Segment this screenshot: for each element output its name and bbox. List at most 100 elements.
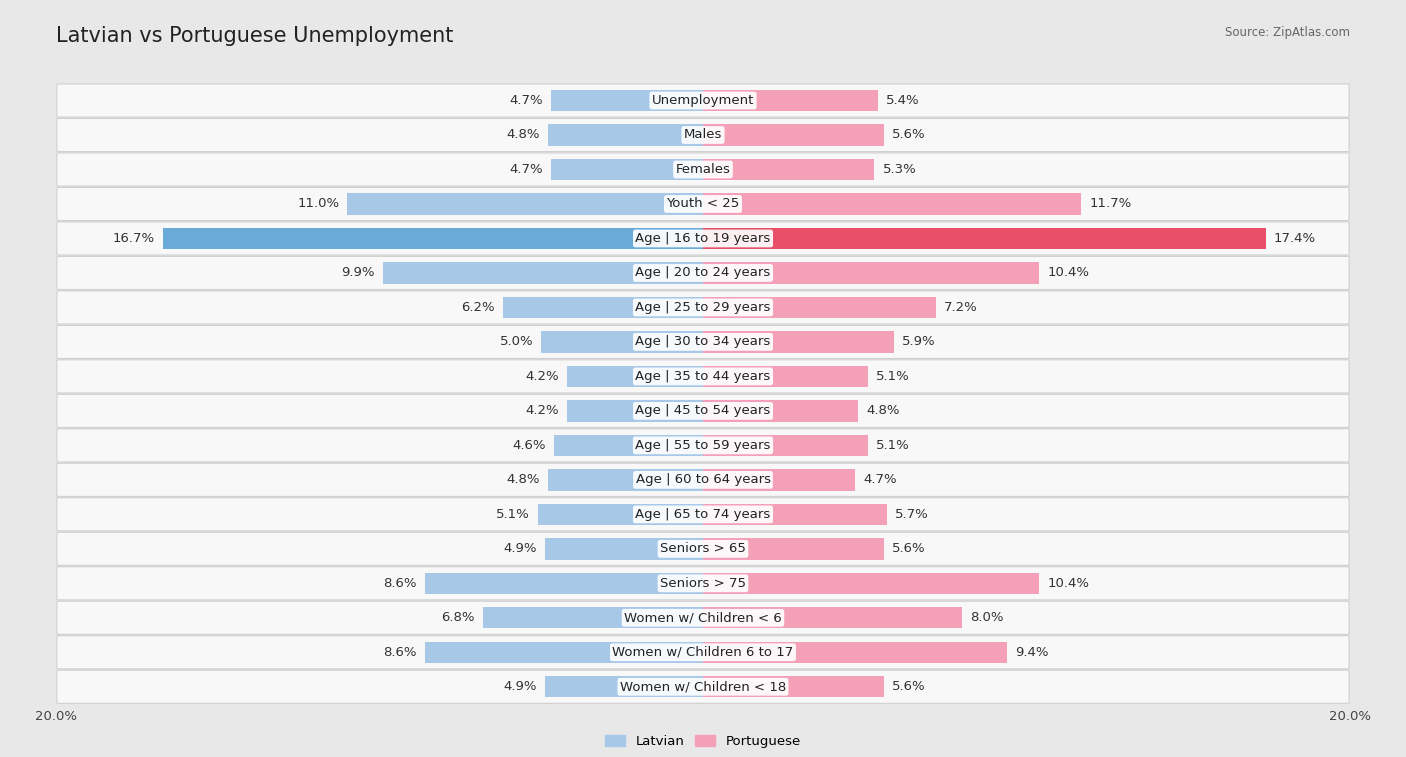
Bar — [703, 332, 894, 353]
Bar — [548, 469, 703, 491]
FancyBboxPatch shape — [56, 360, 1350, 393]
FancyBboxPatch shape — [56, 636, 1350, 669]
Bar — [703, 262, 1039, 284]
Bar — [551, 159, 703, 180]
Bar — [567, 400, 703, 422]
FancyBboxPatch shape — [56, 601, 1350, 634]
Bar — [703, 228, 1265, 249]
Text: 17.4%: 17.4% — [1274, 232, 1316, 245]
FancyBboxPatch shape — [56, 291, 1350, 324]
Bar — [347, 193, 703, 215]
Text: Women w/ Children 6 to 17: Women w/ Children 6 to 17 — [613, 646, 793, 659]
Bar — [703, 193, 1081, 215]
Text: Age | 16 to 19 years: Age | 16 to 19 years — [636, 232, 770, 245]
Bar — [703, 124, 884, 145]
FancyBboxPatch shape — [56, 463, 1350, 497]
Bar — [703, 469, 855, 491]
Text: Age | 30 to 34 years: Age | 30 to 34 years — [636, 335, 770, 348]
Text: Age | 45 to 54 years: Age | 45 to 54 years — [636, 404, 770, 417]
Text: 10.4%: 10.4% — [1047, 266, 1090, 279]
Text: 5.1%: 5.1% — [496, 508, 530, 521]
Text: 4.2%: 4.2% — [526, 370, 560, 383]
Bar — [703, 297, 936, 318]
Text: 10.4%: 10.4% — [1047, 577, 1090, 590]
Text: 5.3%: 5.3% — [883, 163, 917, 176]
Bar — [703, 642, 1007, 663]
Text: 8.6%: 8.6% — [384, 646, 416, 659]
Bar — [567, 366, 703, 387]
Text: Age | 20 to 24 years: Age | 20 to 24 years — [636, 266, 770, 279]
Text: 5.6%: 5.6% — [893, 542, 925, 556]
Text: 4.7%: 4.7% — [509, 94, 543, 107]
FancyBboxPatch shape — [56, 222, 1350, 255]
Text: 6.8%: 6.8% — [441, 612, 475, 625]
Bar — [551, 90, 703, 111]
Text: Women w/ Children < 18: Women w/ Children < 18 — [620, 681, 786, 693]
Text: 16.7%: 16.7% — [112, 232, 155, 245]
Text: Age | 65 to 74 years: Age | 65 to 74 years — [636, 508, 770, 521]
Text: 8.6%: 8.6% — [384, 577, 416, 590]
FancyBboxPatch shape — [56, 394, 1350, 428]
FancyBboxPatch shape — [56, 188, 1350, 220]
FancyBboxPatch shape — [56, 567, 1350, 600]
Text: 8.0%: 8.0% — [970, 612, 1004, 625]
Text: 4.8%: 4.8% — [866, 404, 900, 417]
Bar — [703, 607, 962, 628]
Bar — [703, 366, 868, 387]
FancyBboxPatch shape — [56, 428, 1350, 462]
Text: Age | 60 to 64 years: Age | 60 to 64 years — [636, 473, 770, 486]
Text: 11.7%: 11.7% — [1090, 198, 1132, 210]
Bar — [703, 159, 875, 180]
FancyBboxPatch shape — [56, 84, 1350, 117]
FancyBboxPatch shape — [56, 498, 1350, 531]
Bar — [425, 572, 703, 594]
Text: 9.9%: 9.9% — [342, 266, 375, 279]
Text: 4.7%: 4.7% — [509, 163, 543, 176]
Text: 5.9%: 5.9% — [901, 335, 935, 348]
FancyBboxPatch shape — [56, 670, 1350, 703]
Text: 5.7%: 5.7% — [896, 508, 929, 521]
Bar — [538, 503, 703, 525]
Text: 4.9%: 4.9% — [503, 542, 537, 556]
Bar — [502, 297, 703, 318]
Text: 5.1%: 5.1% — [876, 370, 910, 383]
Bar — [703, 90, 877, 111]
Legend: Latvian, Portuguese: Latvian, Portuguese — [600, 729, 806, 753]
FancyBboxPatch shape — [56, 153, 1350, 186]
Text: Women w/ Children < 6: Women w/ Children < 6 — [624, 612, 782, 625]
Bar — [703, 676, 884, 697]
Text: Males: Males — [683, 129, 723, 142]
Text: 5.0%: 5.0% — [499, 335, 533, 348]
Bar — [163, 228, 703, 249]
FancyBboxPatch shape — [56, 257, 1350, 289]
Text: Source: ZipAtlas.com: Source: ZipAtlas.com — [1225, 26, 1350, 39]
FancyBboxPatch shape — [56, 326, 1350, 359]
Bar — [382, 262, 703, 284]
Bar — [484, 607, 703, 628]
Bar — [541, 332, 703, 353]
Bar — [548, 124, 703, 145]
Text: 9.4%: 9.4% — [1015, 646, 1049, 659]
Text: Youth < 25: Youth < 25 — [666, 198, 740, 210]
Text: 5.6%: 5.6% — [893, 129, 925, 142]
Text: 6.2%: 6.2% — [461, 301, 495, 314]
Bar — [425, 642, 703, 663]
Bar — [554, 435, 703, 456]
Text: Age | 35 to 44 years: Age | 35 to 44 years — [636, 370, 770, 383]
Bar — [703, 503, 887, 525]
Bar — [703, 572, 1039, 594]
Text: Unemployment: Unemployment — [652, 94, 754, 107]
Text: 4.2%: 4.2% — [526, 404, 560, 417]
Bar — [703, 538, 884, 559]
FancyBboxPatch shape — [56, 118, 1350, 151]
Text: Seniors > 65: Seniors > 65 — [659, 542, 747, 556]
Text: 4.8%: 4.8% — [506, 129, 540, 142]
Text: Age | 55 to 59 years: Age | 55 to 59 years — [636, 439, 770, 452]
Text: 4.9%: 4.9% — [503, 681, 537, 693]
Text: 11.0%: 11.0% — [297, 198, 339, 210]
Text: 5.6%: 5.6% — [893, 681, 925, 693]
Text: 7.2%: 7.2% — [943, 301, 977, 314]
Text: Females: Females — [675, 163, 731, 176]
Text: 5.4%: 5.4% — [886, 94, 920, 107]
Bar — [703, 400, 858, 422]
